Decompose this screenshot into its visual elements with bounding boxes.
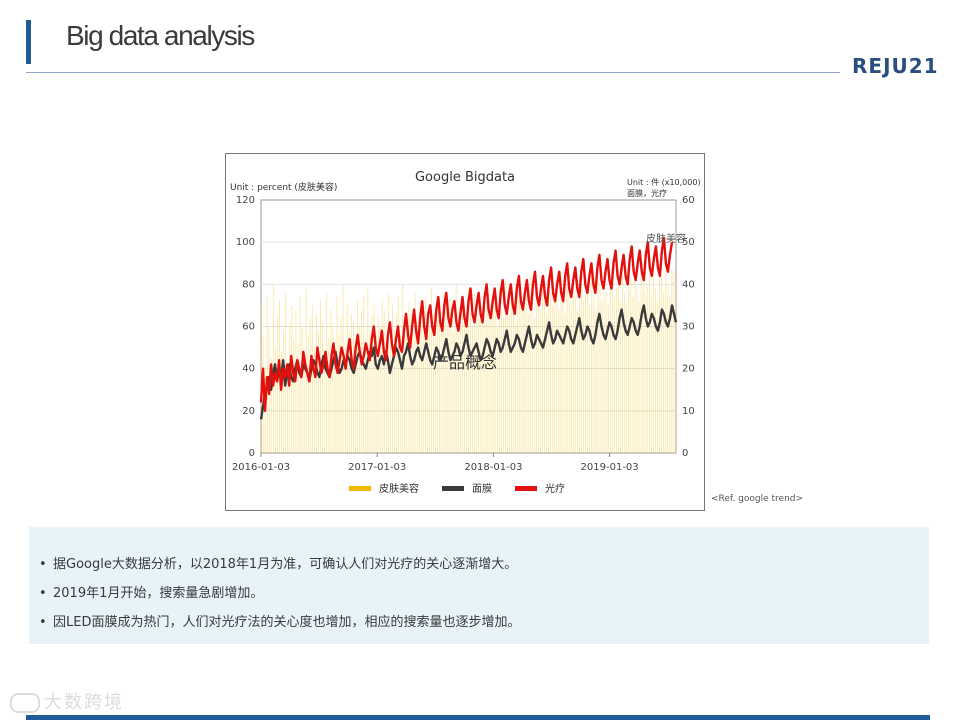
right-unit-label-2: 面膜，光疗 — [627, 188, 667, 198]
brand-logo: REJU21 — [852, 54, 939, 78]
bullet-item: • 2019年1月开始，搜索量急剧增加。 — [39, 582, 263, 601]
y-left-tick-label: 120 — [236, 195, 255, 206]
chart-container: 0 20 40 60 80 100 120 0 10 20 30 40 50 60 2016-01-03 20… — [225, 153, 705, 511]
chart-title: Google Bigdata — [415, 170, 515, 185]
legend-swatch — [515, 486, 537, 491]
legend-swatch — [349, 486, 371, 491]
y-right-tick-label: 30 — [682, 322, 695, 333]
watermark-icon — [10, 693, 40, 713]
watermark: 大数跨境 — [10, 688, 124, 714]
x-tick-label: 2018-01-03 — [464, 462, 522, 473]
page-title: Big data analysis — [66, 20, 255, 51]
y-right-tick-label: 0 — [682, 448, 688, 459]
bullet-text: 据Google大数据分析，以2018年1月为准，可确认人们对光疗的关心逐渐增大。 — [53, 557, 518, 572]
y-left-tick-label: 100 — [236, 237, 255, 248]
right-unit-label: Unit : 件 (x10,000) — [627, 177, 701, 187]
x-tick-label: 2016-01-03 — [232, 462, 290, 473]
bullet-text: 因LED面膜成为热门，人们对光疗法的关心度也增加，相应的搜索量也逐步增加。 — [53, 615, 521, 630]
legend-label: 光疗 — [545, 482, 565, 495]
y-right-tick-label: 20 — [682, 364, 695, 375]
y-right-tick-label: 10 — [682, 406, 695, 417]
y-right-tick-label: 50 — [682, 237, 695, 248]
series-line-light-therapy — [259, 236, 674, 412]
y-left-tick-label: 40 — [242, 364, 255, 375]
left-unit-label: Unit : percent (皮肤美容) — [230, 181, 337, 193]
title-accent-bar — [26, 20, 31, 64]
annotation-label: 皮肤美容 — [646, 232, 686, 245]
bullet-dot-icon: • — [39, 615, 47, 630]
chart-svg: 0 20 40 60 80 100 120 0 10 20 30 40 50 60 2016-01-03 20… — [230, 170, 701, 495]
y-left-tick-label: 20 — [242, 406, 255, 417]
legend-label: 皮肤美容 — [379, 482, 419, 495]
y-left-tick-label: 60 — [242, 322, 255, 333]
x-tick-label: 2019-01-03 — [581, 462, 639, 473]
y-right-tick-label: 40 — [682, 279, 695, 290]
x-tick-label: 2017-01-03 — [348, 462, 406, 473]
y-left-tick-label: 0 — [249, 448, 255, 459]
legend-swatch — [442, 486, 464, 491]
bullet-dot-icon: • — [39, 586, 47, 601]
overlay-text: 产品概念 — [433, 353, 498, 372]
footer-bar — [26, 715, 930, 720]
bullet-dot-icon: • — [39, 557, 47, 572]
y-left-tick-label: 80 — [242, 279, 255, 290]
reference-note: <Ref. google trend> — [711, 494, 804, 504]
bullet-item: • 据Google大数据分析，以2018年1月为准，可确认人们对光疗的关心逐渐增大… — [39, 553, 517, 572]
legend-label: 面膜 — [472, 483, 492, 495]
header-divider — [26, 72, 840, 73]
bullet-item: • 因LED面膜成为热门，人们对光疗法的关心度也增加，相应的搜索量也逐步增加。 — [39, 611, 520, 630]
y-right-tick-label: 60 — [682, 195, 695, 206]
watermark-text: 大数跨境 — [44, 692, 124, 713]
bullet-text: 2019年1月开始，搜索量急剧增加。 — [53, 586, 264, 601]
bullet-panel: • 据Google大数据分析，以2018年1月为准，可确认人们对光疗的关心逐渐增大… — [29, 527, 929, 644]
